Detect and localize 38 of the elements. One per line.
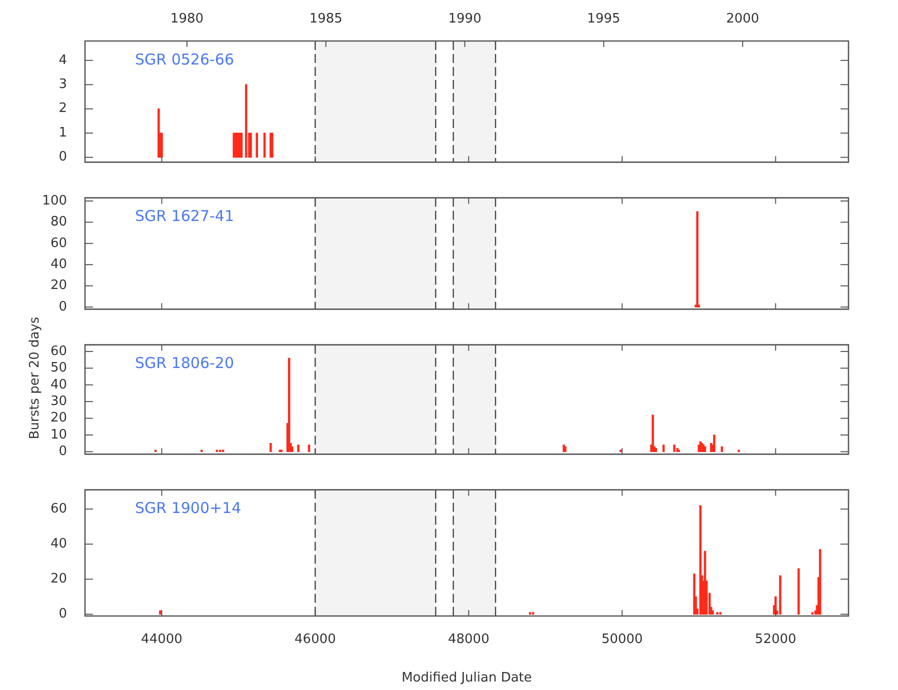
y-tick-label: 3: [58, 77, 67, 92]
x2-tick-label: 1990: [448, 12, 482, 27]
x-tick-label: 50000: [601, 632, 643, 648]
x2-tick-label: 1995: [587, 12, 620, 27]
y-tick-label: 40: [50, 257, 67, 272]
annotation: SGR 1806-20: [135, 354, 234, 372]
x-tick-label: 52000: [754, 632, 796, 648]
y-tick-label: 60: [50, 236, 67, 251]
y-axis-title: Bursts per 20 days: [28, 316, 42, 440]
y-tick-label: 0: [58, 299, 67, 314]
annotation: SGR 1627-41: [135, 207, 234, 226]
y-tick-label: 100: [42, 193, 67, 208]
y-tick-label: 60: [50, 344, 67, 359]
y-tick-label: 20: [50, 278, 67, 294]
y-tick-label: 40: [50, 536, 67, 552]
x-tick-label: 48000: [448, 632, 490, 648]
y-tick-label: 0: [58, 606, 67, 622]
y-tick-label: 50: [50, 360, 67, 376]
y-tick-label: 0: [58, 444, 67, 460]
y-tick-label: 30: [50, 394, 67, 409]
y-tick-label: 20: [50, 572, 67, 587]
annotation: SGR 0526-66: [135, 50, 234, 68]
x2-tick-label: 1980: [170, 12, 204, 27]
y-tick-label: 60: [50, 501, 67, 516]
y-tick-label: 40: [50, 377, 67, 392]
y-tick-label: 1: [58, 125, 67, 140]
x2-tick-label: 2000: [726, 12, 760, 27]
y-tick-label: 2: [58, 101, 67, 116]
y-tick-label: 10: [50, 427, 67, 442]
x-tick-label: 44000: [141, 632, 182, 648]
y-tick-label: 0: [58, 150, 67, 165]
x2-tick-label: 1985: [309, 12, 342, 27]
x-axis-title: Modified Julian Date: [402, 670, 532, 686]
y-tick-label: 20: [50, 410, 67, 426]
y-tick-label: 4: [58, 52, 67, 68]
annotation: SGR 1900+14: [135, 499, 242, 518]
y-tick-label: 80: [50, 214, 67, 230]
x-tick-label: 46000: [294, 632, 336, 648]
